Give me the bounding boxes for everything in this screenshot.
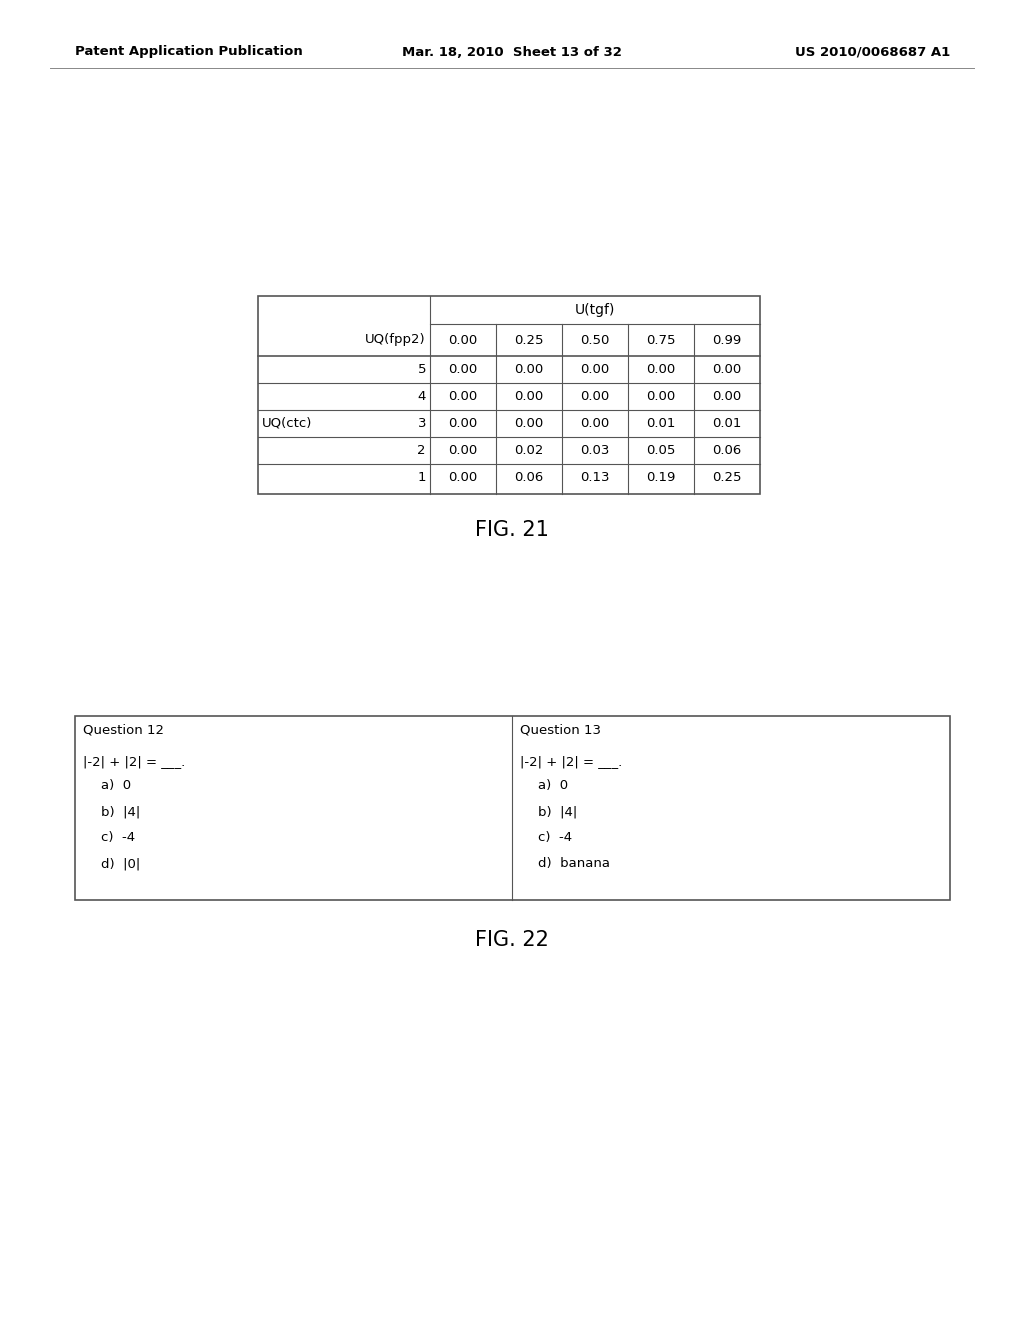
Text: 0.00: 0.00 xyxy=(713,363,741,376)
Text: 0.00: 0.00 xyxy=(646,389,676,403)
Text: 0.19: 0.19 xyxy=(646,471,676,484)
Text: c)  -4: c) -4 xyxy=(538,832,572,845)
Text: Mar. 18, 2010  Sheet 13 of 32: Mar. 18, 2010 Sheet 13 of 32 xyxy=(402,45,622,58)
Text: 0.00: 0.00 xyxy=(514,363,544,376)
Text: 3: 3 xyxy=(418,417,426,430)
Text: 0.00: 0.00 xyxy=(514,389,544,403)
Text: FIG. 22: FIG. 22 xyxy=(475,931,549,950)
Text: 0.00: 0.00 xyxy=(713,389,741,403)
Text: 0.01: 0.01 xyxy=(713,417,741,430)
Text: 0.02: 0.02 xyxy=(514,444,544,457)
Text: 0.00: 0.00 xyxy=(646,363,676,376)
Text: 0.00: 0.00 xyxy=(581,389,609,403)
Text: 0.00: 0.00 xyxy=(449,334,477,346)
Text: 2: 2 xyxy=(418,444,426,457)
Text: |-2| + |2| = ___.: |-2| + |2| = ___. xyxy=(83,755,185,768)
Text: 0.00: 0.00 xyxy=(449,363,477,376)
Text: 0.00: 0.00 xyxy=(449,471,477,484)
Text: 0.75: 0.75 xyxy=(646,334,676,346)
Text: Question 13: Question 13 xyxy=(520,723,601,737)
Text: 1: 1 xyxy=(418,471,426,484)
Text: 0.00: 0.00 xyxy=(581,363,609,376)
Text: a)  0: a) 0 xyxy=(538,780,568,792)
Text: 0.06: 0.06 xyxy=(514,471,544,484)
Bar xyxy=(258,296,760,494)
Text: c)  -4: c) -4 xyxy=(101,832,135,845)
Text: 0.13: 0.13 xyxy=(581,471,609,484)
Text: 0.25: 0.25 xyxy=(514,334,544,346)
Text: 0.06: 0.06 xyxy=(713,444,741,457)
Text: 0.00: 0.00 xyxy=(449,389,477,403)
Text: d)  banana: d) banana xyxy=(538,858,610,870)
Text: 4: 4 xyxy=(418,389,426,403)
Text: 0.50: 0.50 xyxy=(581,334,609,346)
Text: 0.00: 0.00 xyxy=(449,444,477,457)
Text: |-2| + |2| = ___.: |-2| + |2| = ___. xyxy=(520,755,623,768)
Text: 5: 5 xyxy=(418,363,426,376)
Text: 0.05: 0.05 xyxy=(646,444,676,457)
Text: FIG. 21: FIG. 21 xyxy=(475,520,549,540)
Text: 0.00: 0.00 xyxy=(514,417,544,430)
Text: b)  |4|: b) |4| xyxy=(101,805,140,818)
Text: 0.01: 0.01 xyxy=(646,417,676,430)
Text: US 2010/0068687 A1: US 2010/0068687 A1 xyxy=(795,45,950,58)
Text: b)  |4|: b) |4| xyxy=(538,805,578,818)
Text: UQ(ctc): UQ(ctc) xyxy=(262,417,312,430)
Text: 0.00: 0.00 xyxy=(581,417,609,430)
Text: U(tgf): U(tgf) xyxy=(574,304,615,317)
Text: d)  |0|: d) |0| xyxy=(101,858,140,870)
Text: a)  0: a) 0 xyxy=(101,780,131,792)
Text: Patent Application Publication: Patent Application Publication xyxy=(75,45,303,58)
Text: 0.03: 0.03 xyxy=(581,444,609,457)
Bar xyxy=(75,715,950,900)
Text: UQ(fpp2): UQ(fpp2) xyxy=(366,334,426,346)
Text: 0.25: 0.25 xyxy=(713,471,741,484)
Text: 0.00: 0.00 xyxy=(449,417,477,430)
Text: 0.99: 0.99 xyxy=(713,334,741,346)
Text: Question 12: Question 12 xyxy=(83,723,164,737)
